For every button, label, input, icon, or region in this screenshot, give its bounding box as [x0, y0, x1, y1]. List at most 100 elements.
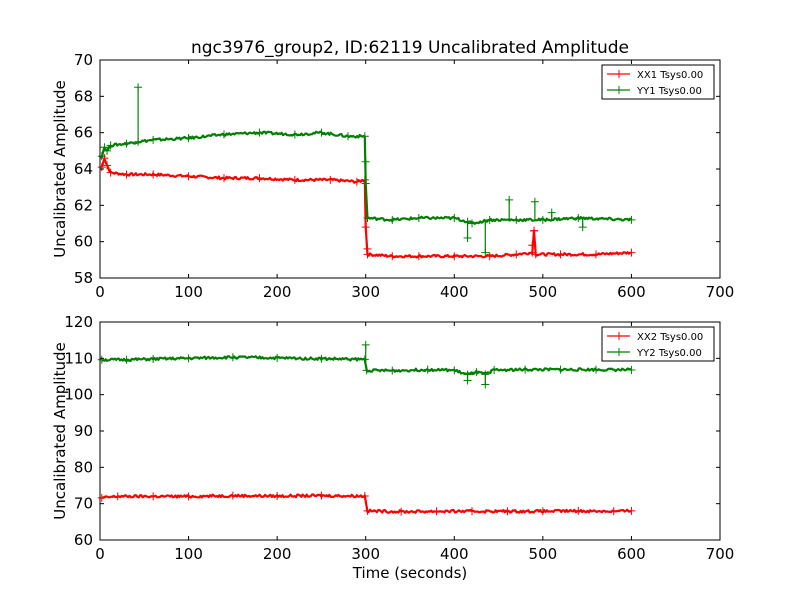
data-point — [450, 252, 459, 261]
spike-point — [530, 226, 538, 235]
data-point — [423, 365, 432, 374]
data-point — [363, 506, 372, 515]
y-tick-label: 100 — [64, 386, 93, 404]
data-point — [97, 355, 106, 364]
x-tick-label: 400 — [440, 545, 469, 563]
y-tick-label: 80 — [74, 458, 93, 476]
spike-point — [363, 244, 372, 253]
data-point — [627, 365, 636, 374]
spike-point — [528, 241, 537, 250]
data-point — [360, 132, 369, 141]
spike-point — [481, 248, 490, 257]
y-tick-label: 70 — [74, 51, 93, 69]
y-axis-label: Uncalibrated Amplitude — [51, 342, 69, 519]
data-point — [592, 365, 600, 374]
bottom-plot-panel: Uncalibrated Amplitude 0 100 200 300 400 500 60… — [51, 313, 734, 563]
data-point — [472, 368, 481, 377]
y-axis-label: Uncalibrated Amplitude — [51, 80, 69, 257]
data-point — [317, 354, 326, 363]
x-tick-label: 100 — [174, 545, 203, 563]
spike-point — [361, 157, 370, 166]
spike-point — [530, 197, 539, 206]
data-point — [450, 366, 459, 375]
spike-point — [481, 380, 490, 389]
legend-swatch-marker — [615, 348, 623, 356]
data-point — [97, 493, 106, 502]
data-point — [290, 130, 299, 139]
x-tick-label: 500 — [529, 545, 558, 563]
data-point — [512, 250, 521, 259]
data-point — [317, 491, 326, 500]
data-point — [228, 491, 237, 500]
y-tick-label: 68 — [74, 87, 93, 105]
data-point — [122, 355, 131, 364]
data-point — [388, 215, 397, 224]
data-point — [255, 174, 264, 183]
x-tick-label: 400 — [440, 283, 469, 301]
legend-label: XX2 Tsys0.00 — [637, 332, 703, 343]
data-point — [149, 170, 158, 179]
data-point — [627, 215, 636, 224]
data-point — [97, 163, 106, 172]
series-1 — [97, 491, 636, 516]
data-point — [450, 214, 459, 223]
y-tick-label: 110 — [64, 349, 93, 367]
data-point — [184, 354, 193, 363]
data-point — [414, 252, 423, 261]
data-point — [468, 219, 476, 228]
spike-point — [547, 208, 556, 217]
series-1 — [97, 154, 636, 261]
legend-label: YY1 Tsys0.00 — [636, 86, 702, 97]
data-point — [255, 128, 264, 137]
y-tick-label: 90 — [74, 422, 93, 440]
data-point — [184, 172, 193, 181]
data-point — [609, 507, 618, 516]
x-tick-label: 600 — [617, 545, 646, 563]
data-point — [574, 506, 583, 515]
x-tick-label: 0 — [95, 545, 105, 563]
legend-label: XX1 Tsys0.00 — [637, 70, 703, 81]
x-tick-label: 200 — [263, 545, 292, 563]
data-point — [103, 146, 112, 155]
data-point — [290, 175, 299, 184]
data-point — [344, 132, 352, 141]
x-tick-label: 100 — [174, 283, 203, 301]
data-point — [485, 215, 494, 224]
legend: XX2 Tsys0.00 YY2 Tsys0.00 — [601, 326, 715, 362]
data-point — [273, 353, 282, 362]
data-point — [627, 248, 636, 257]
spike-point — [505, 195, 514, 204]
data-point — [468, 507, 476, 516]
legend-box — [601, 326, 715, 362]
legend-label: YY2 Tsys0.00 — [636, 348, 702, 359]
data-point — [106, 141, 115, 150]
data-point — [103, 161, 112, 170]
legend-swatch-marker — [615, 86, 623, 94]
legend-box — [601, 64, 715, 100]
x-tick-label: 700 — [706, 545, 735, 563]
y-tick-label: 120 — [64, 313, 93, 331]
data-point — [538, 507, 547, 516]
y-tick-label: 58 — [74, 269, 93, 287]
legend: XX1 Tsys0.00 YY1 Tsys0.00 — [601, 64, 715, 100]
data-point — [556, 250, 565, 259]
x-tick-label: 600 — [617, 283, 646, 301]
data-point — [388, 252, 397, 261]
data-point — [149, 492, 158, 501]
legend-swatch-marker — [615, 70, 623, 78]
top-plot-panel: Uncalibrated Amplitude 0 100 200 300 400 500 60… — [51, 51, 734, 301]
data-point — [556, 365, 565, 374]
data-point — [485, 252, 494, 261]
data-point — [531, 250, 540, 259]
data-point — [149, 355, 158, 364]
y-tick-label: 70 — [74, 495, 93, 513]
series-2 — [97, 83, 636, 257]
y-tick-label: 60 — [74, 531, 93, 549]
x-axis-label: Time (seconds) — [352, 564, 468, 582]
data-point — [228, 353, 237, 362]
data-point — [512, 215, 521, 224]
data-point — [362, 366, 371, 375]
data-point — [317, 128, 326, 137]
y-tick-label: 62 — [74, 196, 93, 214]
